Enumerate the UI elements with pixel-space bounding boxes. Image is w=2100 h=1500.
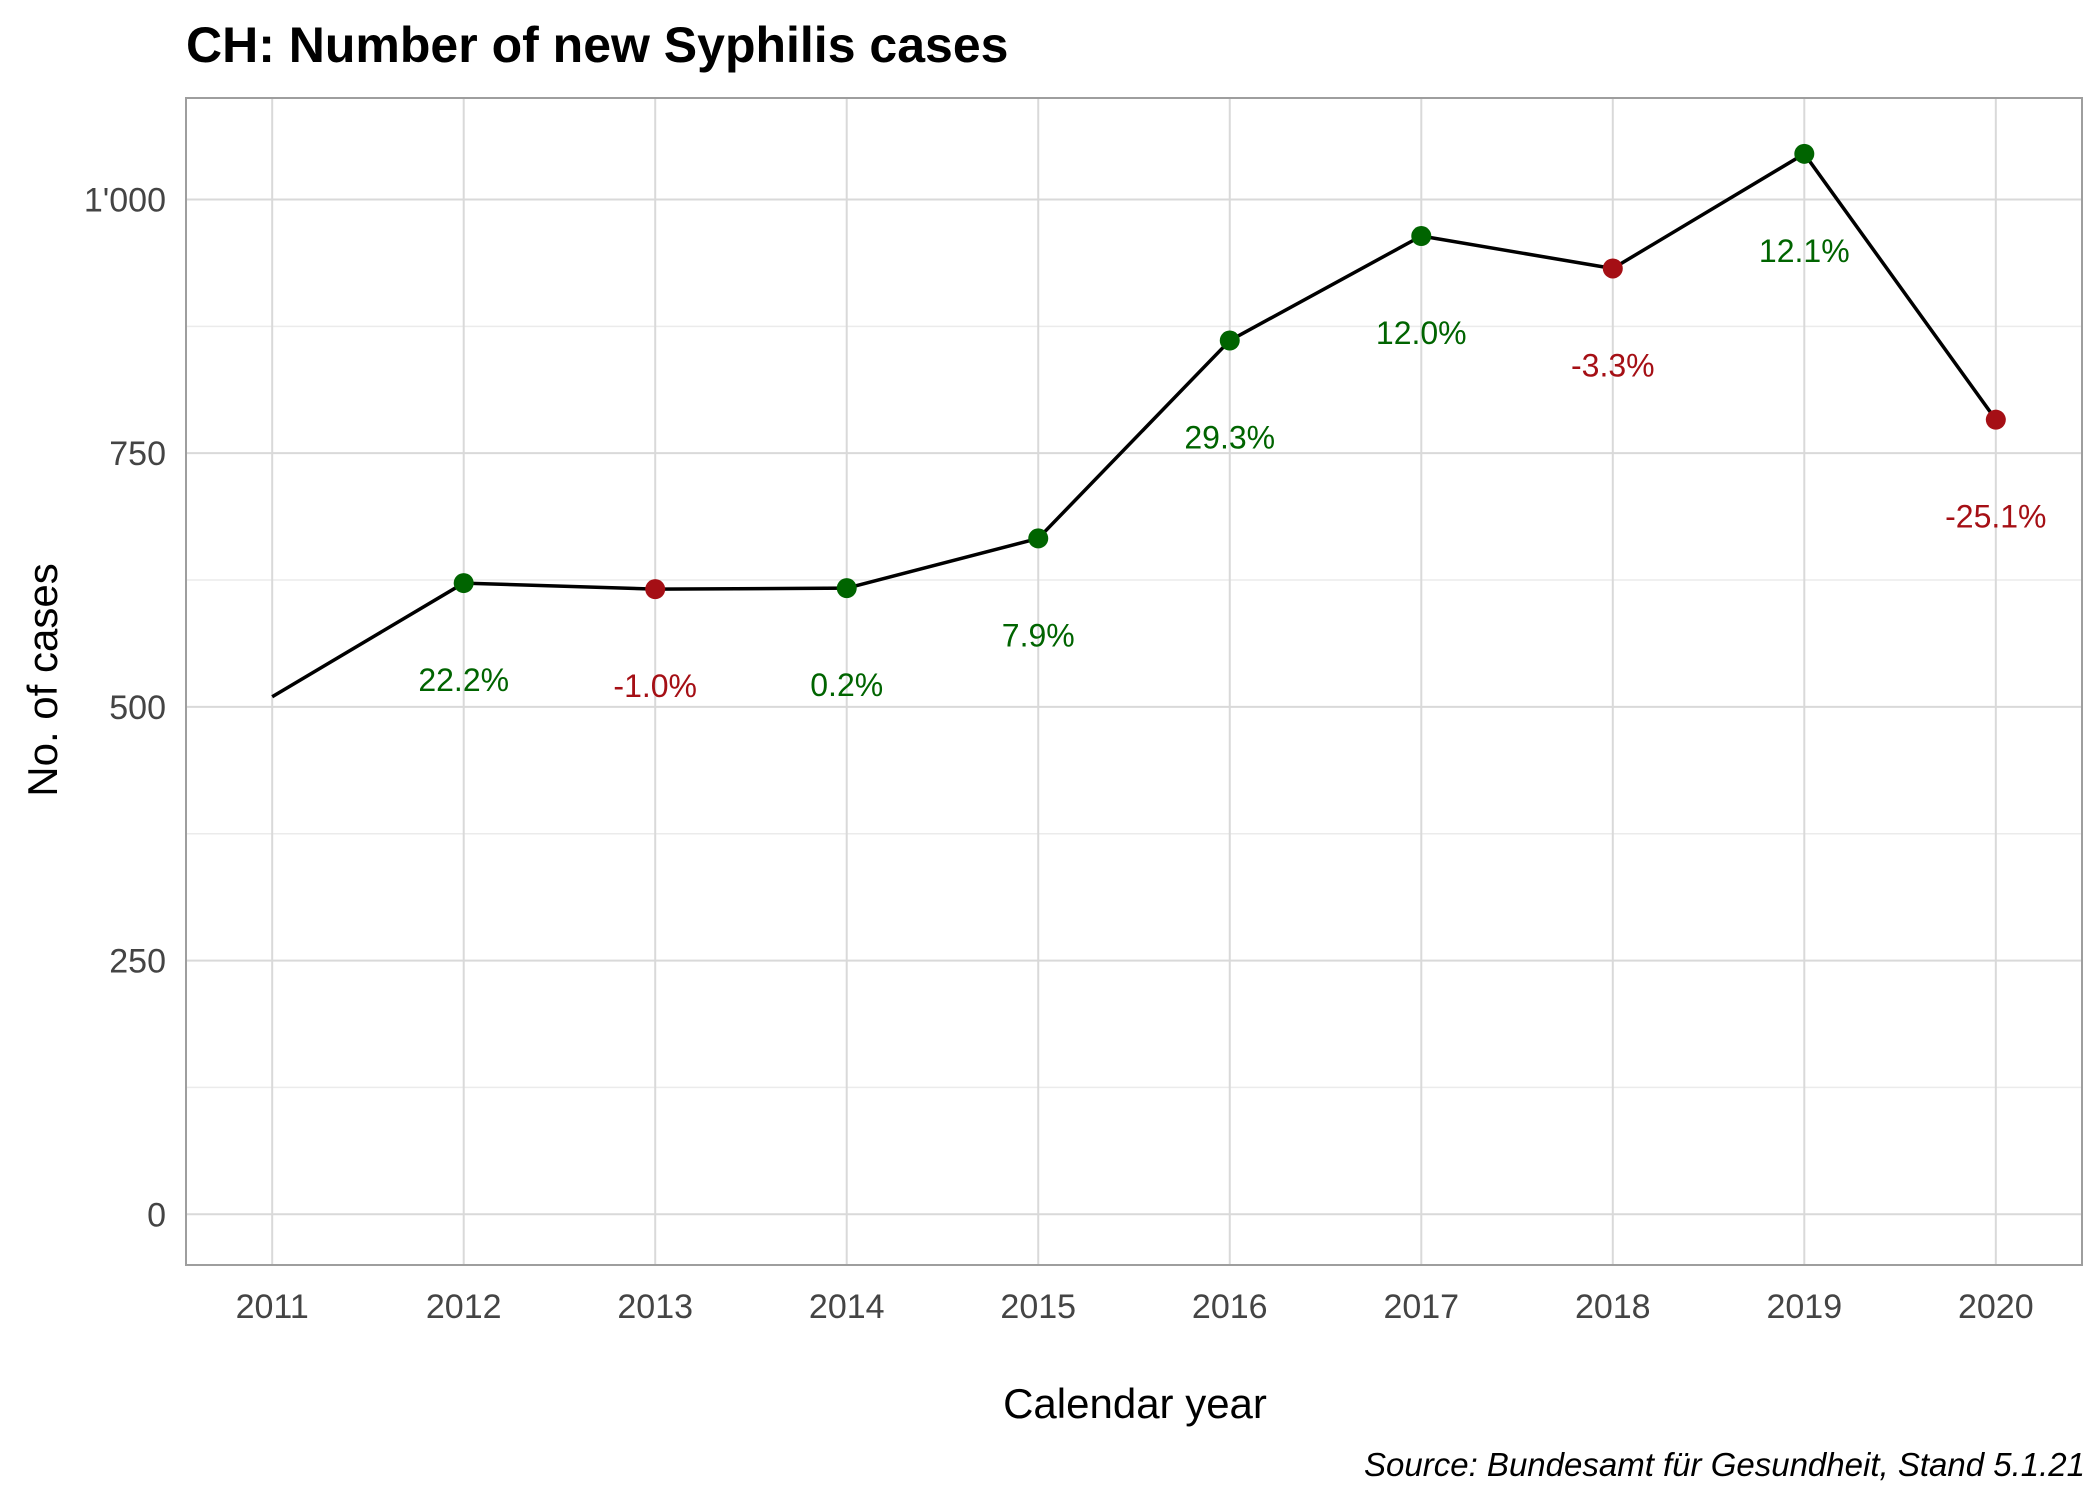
data-point: [1602, 258, 1623, 279]
x-tick-label: 2013: [617, 1288, 693, 1326]
x-tick-label: 2014: [809, 1288, 885, 1326]
y-tick-label: 0: [147, 1196, 166, 1234]
pct-change-label: 0.2%: [810, 667, 883, 703]
pct-change-label: 22.2%: [418, 662, 509, 698]
x-tick-label: 2016: [1192, 1288, 1268, 1326]
series-line: [271, 152, 1998, 699]
data-point: [836, 578, 857, 599]
pct-change-label: 29.3%: [1184, 420, 1275, 456]
chart-title: CH: Number of new Syphilis cases: [186, 17, 1008, 73]
x-tick-label: 2018: [1575, 1288, 1651, 1326]
y-tick-label: 250: [109, 943, 166, 981]
plot-panel: 0 250 500 750 1'000 2011 2012 2013 2014 2015 2016 2…: [84, 97, 2083, 1326]
pct-change-label: -3.3%: [1571, 347, 1655, 383]
data-point: [1985, 409, 2006, 430]
x-tick-label: 2015: [1000, 1288, 1076, 1326]
data-point: [645, 579, 666, 600]
pct-change-label: 7.9%: [1002, 617, 1075, 653]
x-axis-title: Calendar year: [1003, 1380, 1267, 1427]
x-tick-label: 2019: [1766, 1288, 1842, 1326]
chart-caption: Source: Bundesamt für Gesundheit, Stand …: [1364, 1446, 2085, 1483]
data-point: [1028, 528, 1049, 549]
x-tick-label: 2017: [1383, 1288, 1459, 1326]
data-point: [1411, 226, 1432, 247]
y-tick-label: 750: [109, 435, 166, 473]
data-point: [453, 573, 474, 594]
x-tick-label: 2012: [426, 1288, 502, 1326]
y-axis-title: No. of cases: [19, 563, 66, 796]
data-point: [1219, 330, 1240, 351]
x-tick-label: 2020: [1958, 1288, 2034, 1326]
data-point: [1794, 143, 1815, 164]
pct-change-label: -25.1%: [1945, 499, 2046, 535]
pct-change-label: -1.0%: [613, 668, 697, 704]
y-tick-label: 1'000: [84, 181, 166, 219]
pct-change-label: 12.1%: [1759, 233, 1850, 269]
y-tick-label: 500: [109, 689, 166, 727]
x-tick-label: 2011: [236, 1288, 309, 1326]
pct-change-label: 12.0%: [1376, 315, 1467, 351]
panel-border: [185, 97, 2083, 1266]
